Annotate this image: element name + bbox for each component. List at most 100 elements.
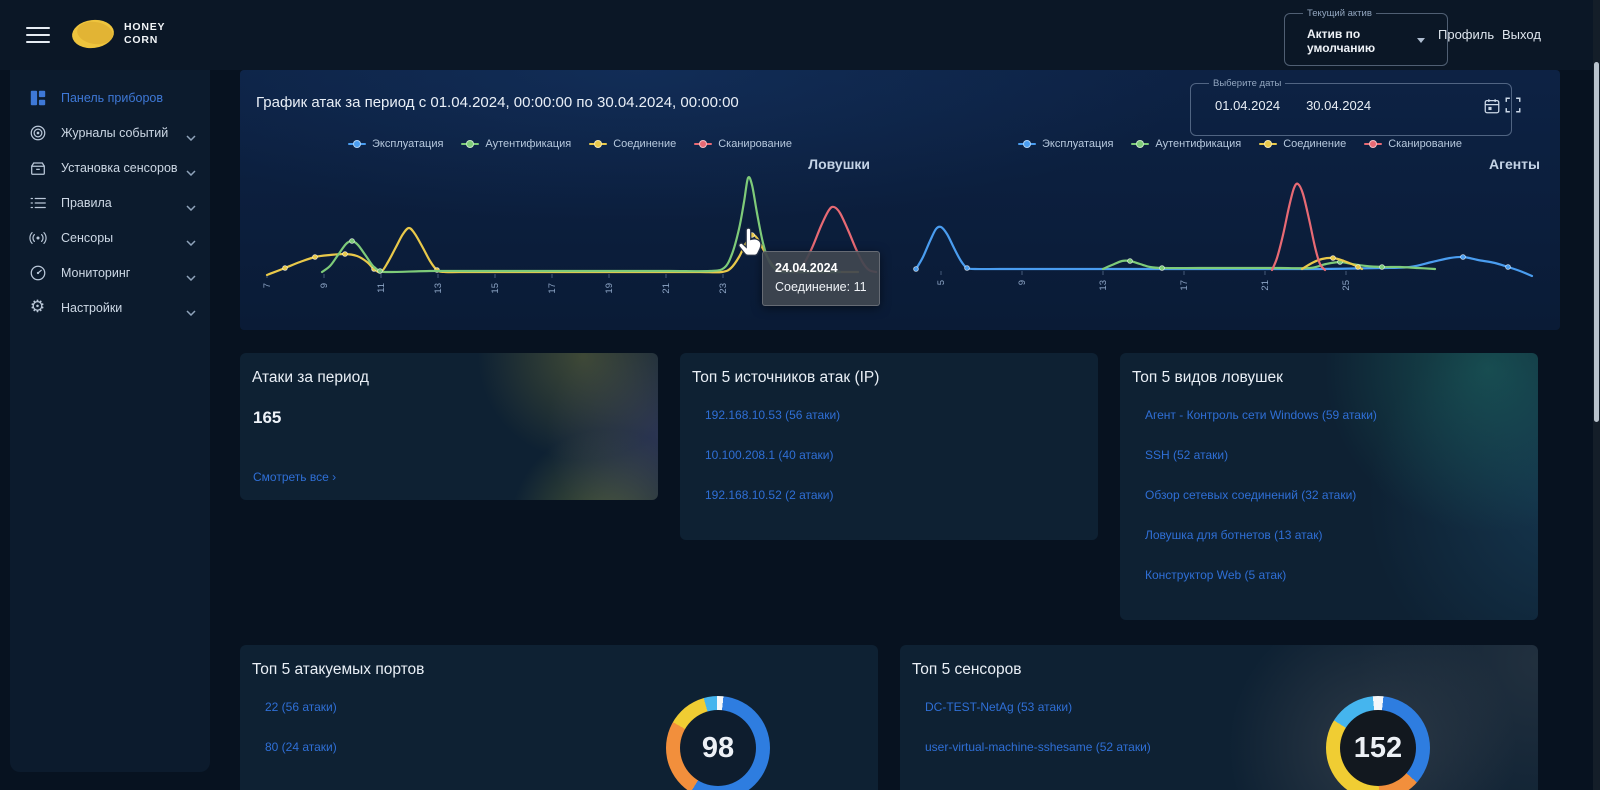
trap-link[interactable]: SSH (52 атаки) (1145, 448, 1229, 462)
hand-cursor-icon (738, 227, 762, 256)
svg-text:11: 11 (376, 283, 387, 293)
sidebar-item-label: Журналы событий (61, 125, 169, 140)
date-end-value[interactable]: 30.04.2024 (1306, 97, 1372, 113)
sidebar-item-label: Установка сенсоров (61, 160, 178, 175)
sensors-donut-chart[interactable]: 152 (1326, 696, 1430, 790)
donut-hole: 152 (1340, 710, 1416, 786)
rules-icon (28, 193, 47, 212)
logo-text: HONEY CORN (124, 20, 166, 46)
legend-item[interactable]: Аутентификация (461, 136, 571, 152)
asset-select-label: Текущий актив (1307, 8, 1372, 19)
event-logs-icon (28, 123, 47, 142)
tooltip-value: Соединение: 11 (775, 280, 867, 295)
svg-text:17: 17 (547, 283, 558, 294)
ip-link[interactable]: 192.168.10.52 (2 атаки) (705, 488, 834, 502)
sensor-install-icon (28, 158, 47, 177)
chevron-down-icon (1417, 38, 1425, 44)
fullscreen-icon[interactable] (1504, 96, 1522, 114)
svg-text:13: 13 (1098, 280, 1109, 291)
port-link[interactable]: 80 (24 атаки) (265, 740, 337, 754)
trap-link[interactable]: Конструктор Web (5 атак) (1145, 568, 1287, 582)
sidebar-item-label: Панель приборов (61, 90, 164, 105)
settings-icon: ⚙ (29, 297, 46, 317)
svg-text:19: 19 (604, 283, 615, 294)
menu-toggle-icon[interactable] (26, 27, 50, 43)
chevron-down-icon (186, 270, 196, 284)
agents-chart-title: Агенты (1489, 156, 1540, 172)
legend-item[interactable]: Сканирование (1364, 136, 1462, 152)
date-start-value[interactable]: 01.04.2024 (1215, 97, 1281, 113)
chevron-down-icon (186, 305, 196, 319)
attack-line-charts[interactable]: 7 9 11 13 15 17 19 21 23 5 9 13 17 21 25 (240, 70, 1560, 330)
chevron-down-icon (186, 165, 196, 179)
ports-total: 98 (701, 731, 735, 764)
trap-link[interactable]: Агент - Контроль сети Windows (59 атаки) (1145, 408, 1377, 422)
profile-link[interactable]: Профиль (1438, 27, 1495, 42)
ip-links: 192.168.10.53 (56 атаки) 10.100.208.1 (40… (705, 408, 840, 502)
card-title: Топ 5 атакуемых портов (252, 661, 425, 678)
chevron-down-icon (186, 130, 196, 144)
sidebar-item-4[interactable]: Сенсоры (10, 220, 210, 255)
legend-item[interactable]: Соединение (589, 136, 676, 152)
sidebar-item-5[interactable]: Мониторинг (10, 255, 210, 290)
sidebar-item-1[interactable]: Журналы событий (10, 115, 210, 150)
sidebar-item-3[interactable]: Правила (10, 185, 210, 220)
sensor-link[interactable]: DC-TEST-NetAg (53 атаки) (925, 700, 1073, 714)
date-range-picker[interactable]: Выберите даты 01.04.2024 30.04.2024 (1190, 78, 1512, 136)
svg-text:9: 9 (319, 283, 330, 288)
scrollbar-thumb[interactable] (1594, 62, 1599, 422)
date-picker-label: Выберите даты (1213, 78, 1282, 89)
traps-chart-title: Ловушки (808, 156, 870, 172)
legend-item[interactable]: Соединение (1259, 136, 1346, 152)
sensor-link[interactable]: user-virtual-machine-sshesame (52 атаки) (925, 740, 1151, 754)
sensor-links: DC-TEST-NetAg (53 атаки) user-virtual-mac… (925, 700, 1151, 754)
legend-item[interactable]: Сканирование (694, 136, 792, 152)
trap-links: Агент - Контроль сети Windows (59 атаки)… (1145, 408, 1377, 582)
ports-donut-chart[interactable]: 98 (666, 696, 770, 790)
svg-text:21: 21 (1260, 280, 1271, 291)
monitoring-icon (28, 263, 47, 282)
card-title: Топ 5 источников атак (IP) (692, 369, 880, 386)
calendar-icon[interactable] (1483, 97, 1501, 115)
legend-item[interactable]: Аутентификация (1131, 136, 1241, 152)
svg-text:9: 9 (1017, 280, 1028, 285)
card-title: Топ 5 видов ловушек (1132, 369, 1283, 386)
sidebar-item-2[interactable]: Установка сенсоров (10, 150, 210, 185)
legend-item[interactable]: Эксплуатация (1018, 136, 1113, 152)
current-asset-select[interactable]: Текущий актив Актив по умолчанию (1284, 8, 1448, 66)
sidebar-item-0[interactable]: Панель приборов (10, 80, 210, 115)
svg-text:15: 15 (490, 283, 501, 294)
scrollbar-track[interactable] (1593, 0, 1600, 790)
port-links: 22 (56 атаки) 80 (24 атаки) (265, 700, 337, 754)
tooltip-date: 24.04.2024 (775, 261, 838, 275)
ip-link[interactable]: 10.100.208.1 (40 атаки) (705, 448, 834, 462)
port-link[interactable]: 22 (56 атаки) (265, 700, 337, 714)
svg-text:7: 7 (262, 283, 273, 288)
sensors-total: 152 (1353, 731, 1403, 764)
see-all-link[interactable]: Смотреть все › (253, 470, 337, 484)
sidebar-nav: Панель приборов Журналы событий Установка … (10, 70, 210, 772)
trap-link[interactable]: Обзор сетевых соединений (32 атаки) (1145, 488, 1357, 502)
top-attacked-ports-card: Топ 5 атакуемых портов 22 (56 атаки) 80 (… (240, 645, 878, 790)
svg-text:21: 21 (661, 283, 672, 294)
trap-link[interactable]: Ловушка для ботнетов (13 атак) (1145, 528, 1323, 542)
sensors-icon (28, 228, 47, 247)
card-title: Топ 5 сенсоров (912, 661, 1022, 678)
chevron-down-icon (186, 200, 196, 214)
logout-link[interactable]: Выход (1502, 27, 1541, 42)
attack-chart-panel: График атак за период с 01.04.2024, 00:0… (240, 70, 1560, 330)
dashboard-icon (28, 88, 47, 107)
sidebar-item-label: Сенсоры (61, 230, 114, 245)
sidebar-item-label: Правила (61, 195, 112, 210)
sidebar-item-6[interactable]: ⚙ Настройки (10, 290, 210, 325)
attacks-count: 165 (253, 408, 282, 427)
legend-item[interactable]: Эксплуатация (348, 136, 443, 152)
sidebar-item-label: Настройки (61, 300, 123, 315)
top-sensors-card: Топ 5 сенсоров DC-TEST-NetAg (53 атаки) u… (900, 645, 1538, 790)
asset-select-value: Актив по умолчанию (1307, 26, 1376, 55)
ip-link[interactable]: 192.168.10.53 (56 атаки) (705, 408, 841, 422)
logo: HONEY CORN (70, 17, 165, 51)
chart-panel-title: График атак за период с 01.04.2024, 00:0… (256, 94, 739, 111)
top-trap-types-card: Топ 5 видов ловушек Агент - Контроль сет… (1120, 353, 1538, 620)
